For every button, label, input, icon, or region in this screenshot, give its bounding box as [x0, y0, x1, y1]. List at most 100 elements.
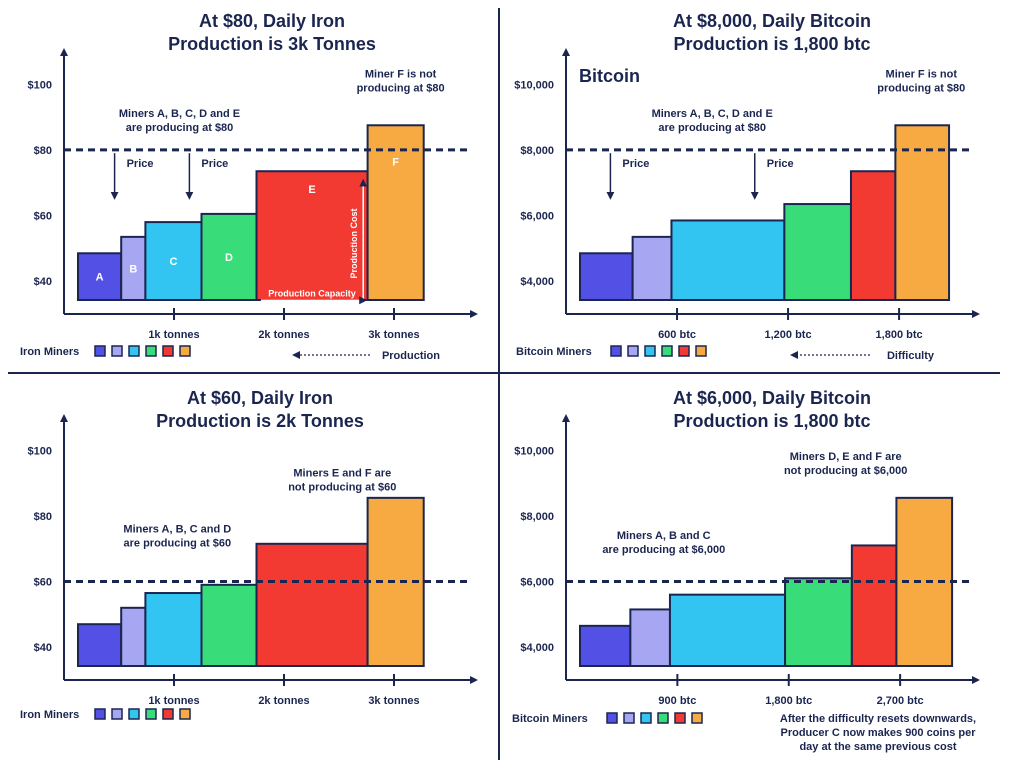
- legend-swatch-c: [128, 345, 140, 357]
- annotation-text: Miners A, B, C and D: [123, 523, 231, 535]
- bar-label: F: [392, 156, 399, 168]
- annotation-text: not producing at $6,000: [784, 465, 907, 477]
- chart-panel-3: At $60, Daily Iron Production is 2k Tonne…: [20, 388, 478, 721]
- legend-swatch-d: [657, 712, 669, 724]
- chart-title: At $60, Daily Iron: [187, 388, 333, 408]
- legend-swatch-f: [691, 712, 703, 724]
- y-tick-label: $40: [34, 642, 52, 654]
- x-tick-label: 3k tonnes: [368, 329, 419, 341]
- footer-note: After the difficulty resets downwards,: [780, 713, 976, 725]
- chart-title: Production is 1,800 btc: [673, 34, 870, 54]
- legend-swatch-e: [674, 712, 686, 724]
- y-tick-label: $6,000: [520, 211, 554, 223]
- footer-label: Difficulty: [887, 350, 935, 362]
- bar-miner-c: [144, 221, 203, 302]
- chart-panel-4: At $6,000, Daily Bitcoin Production is 1,…: [512, 388, 980, 753]
- legend-swatch-d: [661, 345, 673, 357]
- bar-label: B: [129, 263, 137, 275]
- legend-swatch-f: [179, 708, 191, 720]
- bar-miner-a: [77, 252, 123, 302]
- legend-swatch-f: [695, 345, 707, 357]
- x-tick-label: 1k tonnes: [148, 329, 199, 341]
- price-arrow-label: Price: [767, 158, 794, 170]
- annotation-text: are producing at $6,000: [602, 544, 725, 556]
- production-capacity-label: Production Capacity: [268, 288, 356, 298]
- annotation-text: Miners A, B, C, D and E: [652, 108, 773, 120]
- y-tick-label: $80: [34, 511, 52, 523]
- chart-title: Production is 1,800 btc: [673, 411, 870, 431]
- price-arrow-label: Price: [622, 158, 649, 170]
- chart-title: Production is 3k Tonnes: [168, 34, 376, 54]
- bar-miner-a: [579, 252, 634, 302]
- annotation-text: are producing at $80: [126, 122, 234, 134]
- chart-panel-2: At $8,000, Daily Bitcoin Production is 1,…: [514, 11, 980, 362]
- legend-swatch-a: [94, 345, 106, 357]
- legend-title: Bitcoin Miners: [516, 346, 592, 358]
- legend-swatch-b: [111, 708, 123, 720]
- x-tick-label: 3k tonnes: [368, 695, 419, 707]
- legend-swatch-e: [678, 345, 690, 357]
- y-tick-label: $10,000: [514, 445, 554, 457]
- legend-swatch-f: [179, 345, 191, 357]
- y-tick-label: $100: [28, 79, 52, 91]
- legend-title: Iron Miners: [20, 346, 79, 358]
- price-arrow-label: Price: [201, 158, 228, 170]
- bar-miner-e: [850, 544, 898, 668]
- bar-label: C: [169, 256, 177, 268]
- bar-miner-f: [894, 124, 951, 301]
- annotation-text: Miners A, B, C, D and E: [119, 108, 240, 120]
- annotation-text: not producing at $60: [288, 482, 396, 494]
- legend-swatch-e: [162, 708, 174, 720]
- x-tick-label: 2,700 btc: [877, 695, 924, 707]
- annotation-text: producing at $80: [357, 83, 445, 95]
- bar-label: E: [308, 184, 315, 196]
- bar-miner-c: [670, 219, 786, 301]
- bar-label: A: [96, 272, 104, 284]
- annotation-text: are producing at $60: [124, 537, 232, 549]
- x-tick-label: 900 btc: [658, 695, 696, 707]
- bar-miner-a: [77, 623, 123, 668]
- footer-note: day at the same previous cost: [799, 741, 956, 753]
- bar-miner-a: [579, 624, 632, 667]
- annotation-text: are producing at $80: [658, 122, 766, 134]
- bar-miner-e: [255, 542, 369, 667]
- legend-swatch-a: [610, 345, 622, 357]
- legend-swatch-c: [644, 345, 656, 357]
- chart-title: Production is 2k Tonnes: [156, 411, 364, 431]
- bar-miner-c: [668, 593, 787, 668]
- y-tick-label: $60: [34, 577, 52, 589]
- legend-swatch-d: [145, 345, 157, 357]
- bar-label: D: [225, 252, 233, 264]
- footer-label: Production: [382, 350, 440, 362]
- legend-swatch-e: [162, 345, 174, 357]
- x-tick-label: 2k tonnes: [258, 329, 309, 341]
- bar-miner-d: [200, 212, 258, 301]
- annotation-text: Miners E and F are: [293, 468, 391, 480]
- y-tick-label: $80: [34, 145, 52, 157]
- price-arrow-label: Price: [127, 158, 154, 170]
- y-tick-label: $4,000: [520, 642, 554, 654]
- bar-miner-f: [366, 124, 425, 301]
- y-tick-label: $40: [34, 276, 52, 288]
- y-tick-label: $100: [28, 445, 52, 457]
- bar-miner-e: [849, 170, 897, 301]
- chart-title: At $8,000, Daily Bitcoin: [673, 11, 871, 31]
- y-tick-label: $4,000: [520, 276, 554, 288]
- legend-swatch-a: [94, 708, 106, 720]
- legend-swatch-a: [606, 712, 618, 724]
- x-tick-label: 1,800 btc: [765, 695, 812, 707]
- legend-swatch-c: [640, 712, 652, 724]
- annotation-text: Miner F is not: [886, 69, 958, 81]
- y-tick-label: $10,000: [514, 79, 554, 91]
- legend: Iron Miners: [20, 708, 191, 721]
- chart-title: At $80, Daily Iron: [199, 11, 345, 31]
- legend-title: Bitcoin Miners: [512, 713, 588, 725]
- y-tick-label: $8,000: [520, 145, 554, 157]
- legend-swatch-b: [111, 345, 123, 357]
- bar-miner-b: [120, 606, 147, 667]
- bar-miner-b: [629, 608, 671, 668]
- annotation-text: Miners D, E and F are: [790, 451, 902, 463]
- bar-miner-d: [783, 203, 852, 301]
- legend-swatch-b: [623, 712, 635, 724]
- x-tick-label: 600 btc: [658, 329, 696, 341]
